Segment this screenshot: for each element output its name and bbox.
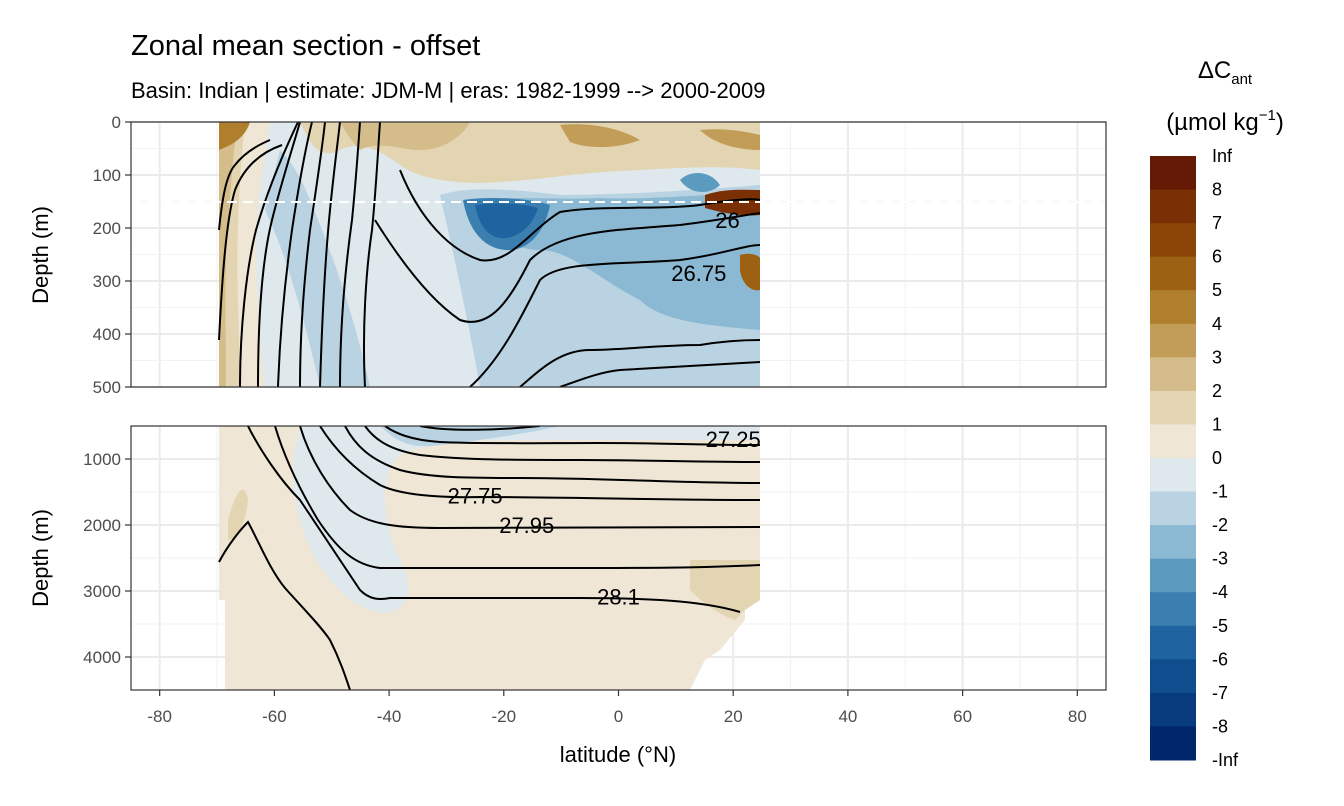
upper-panel: 26 26.75 [130,121,1107,388]
legend-label: 6 [1212,247,1222,267]
legend-labels: Inf 8 7 6 5 4 3 2 1 0 -1 -2 -3 -4 -5 -6 -7 -8 -Inf [1212,146,1239,770]
x-tick-label: -20 [492,707,517,726]
legend-label: Inf [1212,146,1233,166]
legend-label: 0 [1212,448,1222,468]
legend-color-box [1150,659,1196,694]
legend-label: 1 [1212,414,1222,434]
contour-label: 27.25 [706,427,761,452]
legend-color-box [1150,592,1196,627]
legend-label: 7 [1212,213,1222,233]
y-tick-label: 300 [93,272,121,291]
legend-color-box [1150,726,1196,761]
field-top-warm-south-3 [219,122,238,387]
isolines-bot [218,426,761,690]
contour-label: 27.95 [499,513,554,538]
legend-label: -Inf [1212,750,1239,770]
field-bot-cool [293,426,760,613]
contour-label: 27.75 [448,483,503,508]
x-tick-label: -40 [377,707,402,726]
isolines-top [218,122,761,387]
y-tick-label: 200 [93,219,121,238]
legend-color-box [1150,223,1196,258]
legend-label: 4 [1212,314,1222,334]
legend-unit: (µmol kg−1) [1166,107,1284,136]
legend-color-box [1150,256,1196,291]
legend-label: -2 [1212,515,1228,535]
contour-label: 26.75 [671,261,726,286]
legend-color-box [1150,625,1196,660]
legend-colorbar [1150,156,1196,761]
x-tick-label: 20 [724,707,743,726]
legend-label: 8 [1212,180,1222,200]
legend-label: -1 [1212,482,1228,502]
legend-color-box [1150,491,1196,526]
legend-color-box [1150,290,1196,325]
y-tick-label: 3000 [83,582,121,601]
field-top-warm-corner [219,122,250,150]
x-tick-label: 40 [838,707,857,726]
legend-color-box [1150,558,1196,593]
y-tick-label: 1000 [83,450,121,469]
legend-title-main: ΔC [1198,57,1231,84]
legend-label: -4 [1212,582,1228,602]
chart-subtitle: Basin: Indian | estimate: JDM-M | eras: … [131,78,765,103]
y-tick-label: 100 [93,166,121,185]
legend-label: -5 [1212,616,1228,636]
legend-label: -8 [1212,716,1228,736]
legend-color-box [1150,357,1196,392]
legend: ΔCant (µmol kg−1) Inf 8 7 6 5 4 3 2 1 0 -1 -2 -3 -4 -5… [1150,57,1284,770]
x-tick-label: -80 [147,707,172,726]
field-top-hot-2 [740,253,760,291]
y-axis-title-lower: Depth (m) [28,509,53,607]
x-axis-title: latitude (°N) [560,742,676,767]
legend-label: 3 [1212,347,1222,367]
field-top-core-2 [475,203,538,239]
field-bot [219,426,760,690]
x-tick-label: -60 [262,707,287,726]
legend-color-box [1150,424,1196,459]
x-tick-label: 0 [614,707,623,726]
field-top-cool-band [265,150,370,387]
contour-labels-bot: 27.25 27.75 27.95 28.1 [448,427,761,609]
field-top [219,122,760,387]
field-top-blob-1 [680,173,720,192]
field-bot-warm-west [228,489,248,540]
contour-label: 28.1 [597,584,640,609]
legend-unit-sup: −1 [1259,107,1276,124]
legend-color-box [1150,323,1196,358]
contour-labels-top: 26 26.75 [671,208,739,286]
y-tick-label: 0 [112,113,121,132]
legend-color-box [1150,458,1196,493]
y-tick-label: 400 [93,325,121,344]
axes: -80 -60 -40 -20 0 20 40 60 80 0 100 200 300 400 500 100… [83,113,1087,726]
y-tick-label: 500 [93,378,121,397]
field-top-surface-warm-3 [560,124,760,150]
legend-unit-main: (µmol kg [1166,109,1259,136]
y-tick-label: 4000 [83,648,121,667]
x-tick-label: 60 [953,707,972,726]
legend-color-box [1150,189,1196,224]
contour-label: 26 [715,208,739,233]
legend-label: 2 [1212,381,1222,401]
x-tick-label: 80 [1068,707,1087,726]
legend-title-sub: ant [1231,71,1253,88]
legend-unit-close: ) [1276,109,1284,136]
lower-panel: 27.25 27.75 27.95 28.1 [130,425,1107,691]
chart-title: Zonal mean section - offset [131,30,480,62]
legend-label: -7 [1212,683,1228,703]
legend-label: 5 [1212,280,1222,300]
legend-title: ΔCant [1198,57,1253,88]
legend-label: -6 [1212,649,1228,669]
legend-color-box [1150,525,1196,560]
legend-color-box [1150,390,1196,425]
y-axis-title-upper: Depth (m) [28,206,53,304]
field-top-surface-warm-2 [340,122,470,150]
upper-panel-border [130,121,1107,388]
y-tick-label: 2000 [83,516,121,535]
field-top-mid-cool-2 [480,192,760,330]
legend-color-box [1150,156,1196,191]
legend-label: -3 [1212,549,1228,569]
legend-color-box [1150,692,1196,727]
